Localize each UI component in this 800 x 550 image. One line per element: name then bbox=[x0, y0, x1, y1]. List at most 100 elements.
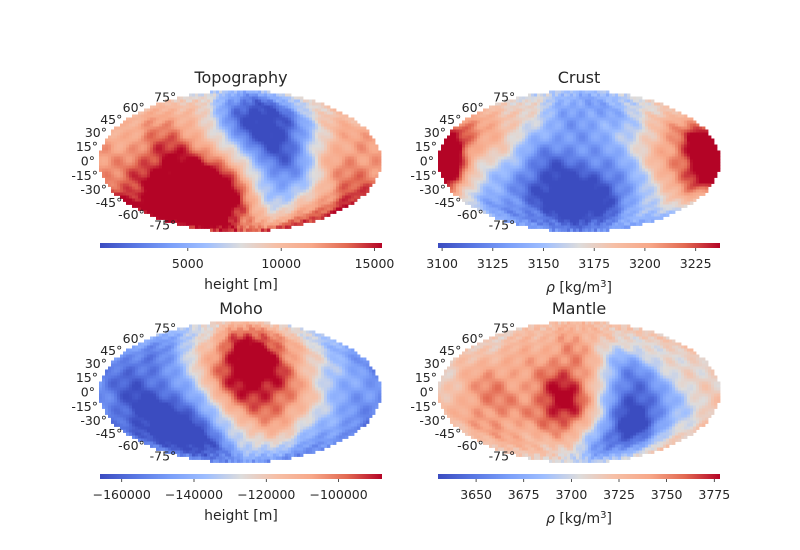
heatmap-cell bbox=[156, 162, 160, 166]
heatmap-cell bbox=[468, 123, 472, 127]
heatmap-cell bbox=[558, 105, 562, 109]
heatmap-cell bbox=[201, 126, 205, 130]
heatmap-cell bbox=[471, 120, 475, 124]
heatmap-cell bbox=[114, 159, 118, 163]
heatmap-cell bbox=[369, 156, 373, 160]
heatmap-cell bbox=[195, 198, 199, 202]
heatmap-cell bbox=[318, 153, 322, 157]
heatmap-cell bbox=[357, 144, 361, 148]
heatmap-cell bbox=[102, 165, 106, 169]
heatmap-cell bbox=[285, 204, 289, 208]
heatmap-cell bbox=[576, 111, 580, 115]
heatmap-cell bbox=[594, 132, 598, 136]
heatmap-cell bbox=[264, 153, 268, 157]
heatmap-cell bbox=[228, 159, 232, 163]
heatmap-cell bbox=[555, 99, 559, 103]
heatmap-cell bbox=[153, 120, 157, 124]
heatmap-cell bbox=[204, 156, 208, 160]
heatmap-cell bbox=[240, 159, 244, 163]
heatmap-cell bbox=[225, 150, 229, 154]
heatmap-cell bbox=[237, 165, 241, 169]
heatmap-cell bbox=[159, 132, 163, 136]
heatmap-cell bbox=[249, 93, 253, 97]
heatmap-cell bbox=[105, 159, 109, 163]
heatmap-cell bbox=[213, 144, 217, 148]
heatmap-cell bbox=[162, 156, 166, 160]
heatmap-cell bbox=[642, 117, 646, 121]
heatmap-cell bbox=[144, 171, 148, 175]
heatmap-cell bbox=[627, 126, 631, 130]
heatmap-cell bbox=[141, 114, 145, 118]
heatmap-cell bbox=[165, 123, 169, 127]
heatmap-cell bbox=[222, 105, 226, 109]
heatmap-cell bbox=[174, 129, 178, 133]
heatmap-cell bbox=[312, 99, 316, 103]
heatmap-cell bbox=[522, 144, 526, 148]
heatmap-cell bbox=[606, 147, 610, 151]
heatmap-cell bbox=[507, 102, 511, 106]
heatmap-cell bbox=[177, 147, 181, 151]
heatmap-cell bbox=[570, 102, 574, 106]
heatmap-cell bbox=[264, 159, 268, 163]
heatmap-cell bbox=[240, 123, 244, 127]
heatmap-cell bbox=[111, 132, 115, 136]
heatmap-cell bbox=[651, 150, 655, 154]
heatmap-cell bbox=[129, 129, 133, 133]
heatmap-cell bbox=[243, 144, 247, 148]
heatmap-cell bbox=[528, 123, 532, 127]
heatmap-cell bbox=[306, 210, 310, 214]
heatmap-cell bbox=[336, 126, 340, 130]
heatmap-cell bbox=[696, 150, 700, 154]
heatmap-cell bbox=[264, 117, 268, 121]
heatmap-cell bbox=[444, 150, 448, 154]
heatmap-cell bbox=[306, 114, 310, 118]
heatmap-cell bbox=[252, 147, 256, 151]
heatmap-cell bbox=[630, 132, 634, 136]
heatmap-cell bbox=[105, 162, 109, 166]
heatmap-cell bbox=[639, 150, 643, 154]
heatmap-cell bbox=[207, 120, 211, 124]
heatmap-cell bbox=[540, 99, 544, 103]
heatmap-cell bbox=[330, 156, 334, 160]
heatmap-cell bbox=[459, 150, 463, 154]
heatmap-cell bbox=[333, 180, 337, 184]
heatmap-cell bbox=[306, 108, 310, 112]
heatmap-cell bbox=[282, 174, 286, 178]
heatmap-cell bbox=[219, 105, 223, 109]
heatmap-cell bbox=[267, 117, 271, 121]
heatmap-cell bbox=[507, 105, 511, 109]
heatmap-cell bbox=[510, 111, 514, 115]
heatmap-cell bbox=[240, 165, 244, 169]
heatmap-cell bbox=[507, 114, 511, 118]
heatmap-cell bbox=[210, 183, 214, 187]
heatmap-cell bbox=[114, 147, 118, 151]
heatmap-cell bbox=[243, 132, 247, 136]
heatmap-cell bbox=[297, 183, 301, 187]
heatmap-cell bbox=[606, 111, 610, 115]
heatmap-cell bbox=[648, 123, 652, 127]
heatmap-cell bbox=[282, 222, 286, 226]
heatmap-cell bbox=[303, 153, 307, 157]
heatmap-cell bbox=[267, 165, 271, 169]
heatmap-cell bbox=[162, 177, 166, 181]
heatmap-cell bbox=[606, 138, 610, 142]
heatmap-cell bbox=[231, 129, 235, 133]
heatmap-cell bbox=[660, 117, 664, 121]
heatmap-cell bbox=[552, 111, 556, 115]
heatmap-cell bbox=[222, 108, 226, 112]
heatmap-cell bbox=[195, 180, 199, 184]
heatmap-cell bbox=[609, 135, 613, 139]
heatmap-cell bbox=[135, 174, 139, 178]
heatmap-cell bbox=[261, 210, 265, 214]
heatmap-cell bbox=[654, 117, 658, 121]
heatmap-cell bbox=[576, 129, 580, 133]
heatmap-cell bbox=[156, 126, 160, 130]
heatmap-cell bbox=[279, 159, 283, 163]
heatmap-cell bbox=[144, 117, 148, 121]
heatmap-cell bbox=[258, 165, 262, 169]
heatmap-cell bbox=[648, 99, 652, 103]
heatmap-cell bbox=[579, 135, 583, 139]
heatmap-cell bbox=[687, 132, 691, 136]
heatmap-cell bbox=[207, 210, 211, 214]
heatmap-cell bbox=[270, 147, 274, 151]
